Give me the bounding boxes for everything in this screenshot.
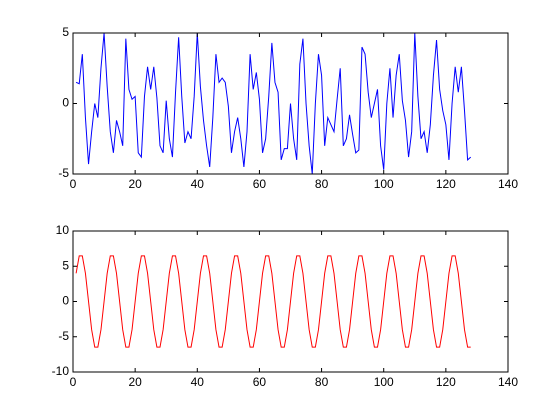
x-tick-label: 60 <box>253 177 267 191</box>
x-tick-label: 0 <box>70 375 77 389</box>
x-tick-label: 140 <box>498 375 518 389</box>
x-tick-label: 140 <box>498 177 518 191</box>
x-tick-label: 60 <box>253 375 267 389</box>
x-tick-label: 120 <box>436 375 456 389</box>
y-tick-label: -5 <box>58 166 69 180</box>
y-tick-label: 0 <box>62 294 69 308</box>
y-tick-label: 0 <box>62 96 69 110</box>
y-tick-label: 5 <box>62 25 69 39</box>
x-tick-label: 40 <box>191 375 205 389</box>
x-tick-label: 20 <box>128 375 142 389</box>
y-tick-label: 5 <box>62 258 69 272</box>
data-line <box>75 32 472 175</box>
y-tick-label: -10 <box>52 364 70 378</box>
x-tick-label: 100 <box>374 375 394 389</box>
data-line <box>75 255 471 348</box>
x-tick-label: 80 <box>315 375 329 389</box>
x-tick-label: 40 <box>191 177 205 191</box>
x-tick-label: 80 <box>315 177 329 191</box>
x-tick-label: 120 <box>436 177 456 191</box>
y-tick-label: 10 <box>56 223 70 237</box>
y-tick-label: -5 <box>58 329 69 343</box>
x-tick-label: 20 <box>128 177 142 191</box>
x-tick-label: 100 <box>374 177 394 191</box>
x-tick-label: 0 <box>70 177 77 191</box>
